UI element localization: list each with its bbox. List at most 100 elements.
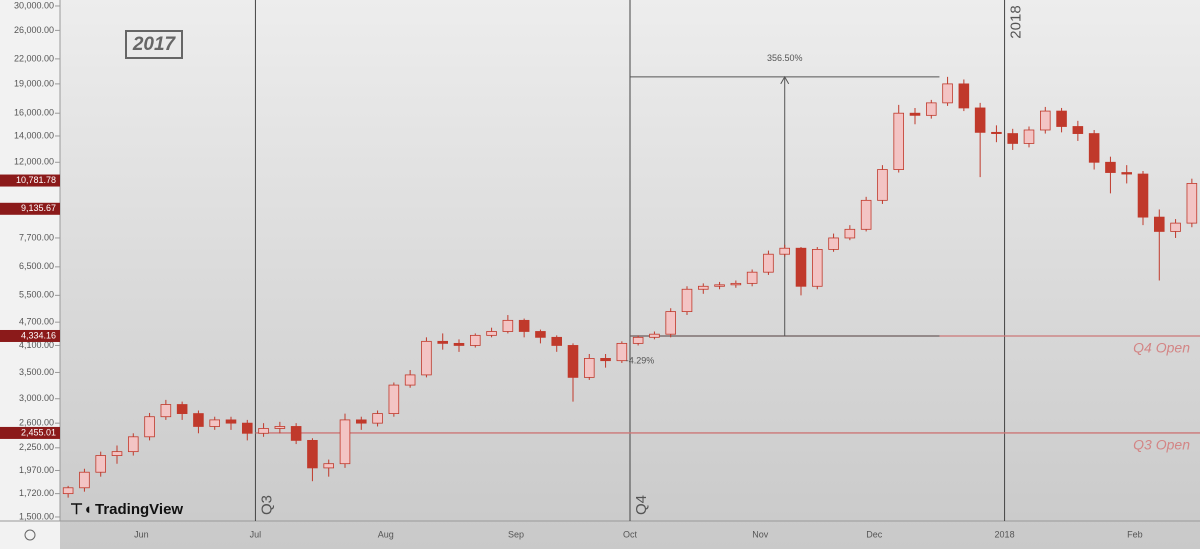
candle-body <box>942 83 953 104</box>
candle-body <box>1170 222 1181 232</box>
candle-body <box>584 358 595 378</box>
level-name: Q3 Open <box>1133 437 1190 453</box>
price-label: 2,455.01 <box>21 427 56 437</box>
y-tick-label: 1,970.00 <box>19 465 54 475</box>
candle-body <box>323 463 335 469</box>
period-label: 2018 <box>1008 5 1025 38</box>
y-tick-label: 22,000.00 <box>14 53 54 63</box>
y-tick-label: 1,720.00 <box>19 488 54 498</box>
price-axis <box>0 0 60 549</box>
candle-body <box>290 426 302 441</box>
candle-body <box>812 249 823 287</box>
price-label: 10,781.78 <box>16 175 56 185</box>
price-label: 9,135.67 <box>21 203 56 213</box>
candle-body <box>958 83 970 109</box>
candle-body <box>404 374 416 386</box>
candle-body <box>111 451 123 456</box>
price-label-box <box>0 202 60 215</box>
candle-body <box>502 319 514 332</box>
candle-body <box>1056 110 1067 127</box>
candle-body <box>388 384 400 414</box>
candle-body <box>991 131 1002 134</box>
candle-body <box>241 422 253 434</box>
candle-body <box>62 487 74 495</box>
y-tick-label: 4,100.00 <box>19 340 54 350</box>
measure-arrowhead <box>780 75 790 85</box>
candle-body <box>551 336 562 346</box>
candle-body <box>1040 110 1051 131</box>
candle-body <box>160 404 172 418</box>
y-tick-label: 6,500.00 <box>19 261 54 271</box>
candle-body <box>258 428 269 434</box>
x-tick-label: Oct <box>623 529 638 539</box>
candle-body <box>1023 129 1035 144</box>
y-tick-label: 26,000.00 <box>14 25 54 35</box>
y-tick-label: 3,000.00 <box>19 393 54 403</box>
candle-body <box>127 436 139 453</box>
candle-body <box>79 471 90 489</box>
candle-body <box>176 404 188 414</box>
candle-body <box>877 169 888 201</box>
candle-body <box>974 107 986 133</box>
y-tick-label: 3,500.00 <box>19 367 54 377</box>
candle-body <box>1072 126 1084 134</box>
candle-body <box>209 419 220 427</box>
candle-body <box>909 112 921 116</box>
candle-body <box>616 342 628 362</box>
x-tick-label: Jun <box>134 529 149 539</box>
candle-body <box>453 342 465 346</box>
candle-body <box>1186 183 1198 224</box>
x-tick-label: Feb <box>1127 529 1143 539</box>
price-label: 4,334.16 <box>21 330 56 340</box>
candle-body <box>1007 133 1018 144</box>
chart-title: 2017 <box>132 34 177 55</box>
x-tick-label: Sep <box>508 529 524 539</box>
candle-body <box>681 288 693 313</box>
period-label: Q3 <box>258 495 275 515</box>
candle-body <box>437 340 449 344</box>
candle-body <box>795 247 807 287</box>
candle-body <box>600 358 611 362</box>
x-tick-label: Aug <box>378 529 394 539</box>
candle-body <box>698 285 709 290</box>
candle-body <box>893 112 904 170</box>
plot <box>62 0 1200 521</box>
x-tick-label: Nov <box>752 529 769 539</box>
x-tick-label: 2018 <box>995 529 1015 539</box>
candle-body <box>632 336 644 344</box>
candle-body <box>469 334 481 346</box>
candle-body <box>535 331 546 338</box>
price-label-box <box>0 426 60 439</box>
candle-body <box>307 439 318 469</box>
y-tick-label: 4,700.00 <box>19 317 54 327</box>
candle-body <box>926 102 937 116</box>
candle-body <box>714 284 725 287</box>
candle-body <box>144 416 155 438</box>
logo: TradingView <box>95 501 183 518</box>
candle-body <box>860 199 872 230</box>
candle-body <box>421 340 432 376</box>
candle-body <box>193 413 204 427</box>
candle-body <box>225 419 237 424</box>
candle-body <box>1105 161 1116 173</box>
candle-body <box>567 345 579 378</box>
settings-icon[interactable] <box>24 529 36 541</box>
y-tick-label: 19,000.00 <box>14 78 54 88</box>
candle-body <box>1121 172 1133 175</box>
y-tick-label: 30,000.00 <box>14 0 54 10</box>
candle-body <box>746 271 758 284</box>
y-tick-label: 5,500.00 <box>19 290 54 300</box>
candle-body <box>355 419 367 424</box>
x-tick-label: Dec <box>866 529 883 539</box>
drawdown-label: -4.29% <box>626 355 655 365</box>
title-box <box>125 30 183 59</box>
price-label-box <box>0 329 60 342</box>
candle-body <box>1154 216 1165 232</box>
x-tick-label: Jul <box>250 529 262 539</box>
y-tick-label: 16,000.00 <box>14 108 54 118</box>
y-tick-label: 1,500.00 <box>19 511 54 521</box>
y-tick-label: 7,700.00 <box>19 232 54 242</box>
candle-body <box>486 331 497 336</box>
